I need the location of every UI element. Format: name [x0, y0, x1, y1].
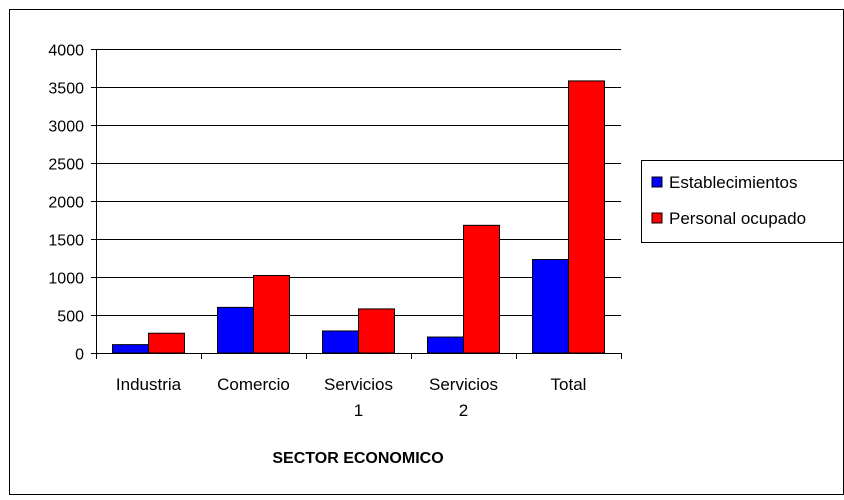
- y-tick-label-3: 1500: [48, 233, 84, 250]
- x-axis-title: SECTOR ECONOMICO: [272, 450, 443, 467]
- y-tick-label-8: 4000: [48, 43, 84, 60]
- legend-label-1: Personal ocupado: [669, 209, 806, 228]
- y-tick-label-4: 2000: [48, 195, 84, 212]
- legend-box: [641, 160, 844, 243]
- x-tick-label-0-0: Industria: [116, 375, 182, 394]
- x-tick-label-1-0: Comercio: [217, 375, 290, 394]
- bar-personal-ocupado-4: [568, 80, 605, 354]
- x-tick-label-4-0: Total: [551, 375, 587, 394]
- bar-establecimientos-3: [427, 336, 464, 354]
- legend-swatch-0: [651, 176, 663, 188]
- x-tick-label-2-1: 1: [354, 401, 363, 420]
- y-tick-label-5: 2500: [48, 157, 84, 174]
- bar-establecimientos-2: [322, 330, 359, 354]
- x-tick-label-2-0: Servicios: [324, 375, 393, 394]
- legend-label-0: Establecimientos: [669, 173, 798, 192]
- y-tick-label-0: 0: [75, 347, 84, 364]
- y-tick-label-2: 1000: [48, 271, 84, 288]
- bar-personal-ocupado-1: [253, 274, 290, 354]
- chart-border: [9, 9, 844, 495]
- legend-swatch-1: [651, 212, 663, 224]
- x-tick-label-3-0: Servicios: [429, 375, 498, 394]
- bar-establecimientos-4: [532, 259, 569, 354]
- y-tick-label-7: 3500: [48, 81, 84, 98]
- x-tick-label-3-1: 2: [459, 401, 468, 420]
- bar-personal-ocupado-3: [463, 224, 500, 354]
- y-tick-label-1: 500: [57, 309, 84, 326]
- bar-personal-ocupado-0: [148, 332, 185, 354]
- bar-establecimientos-0: [112, 344, 149, 354]
- bar-personal-ocupado-2: [358, 308, 395, 354]
- bar-establecimientos-1: [217, 306, 254, 354]
- y-tick-label-6: 3000: [48, 119, 84, 136]
